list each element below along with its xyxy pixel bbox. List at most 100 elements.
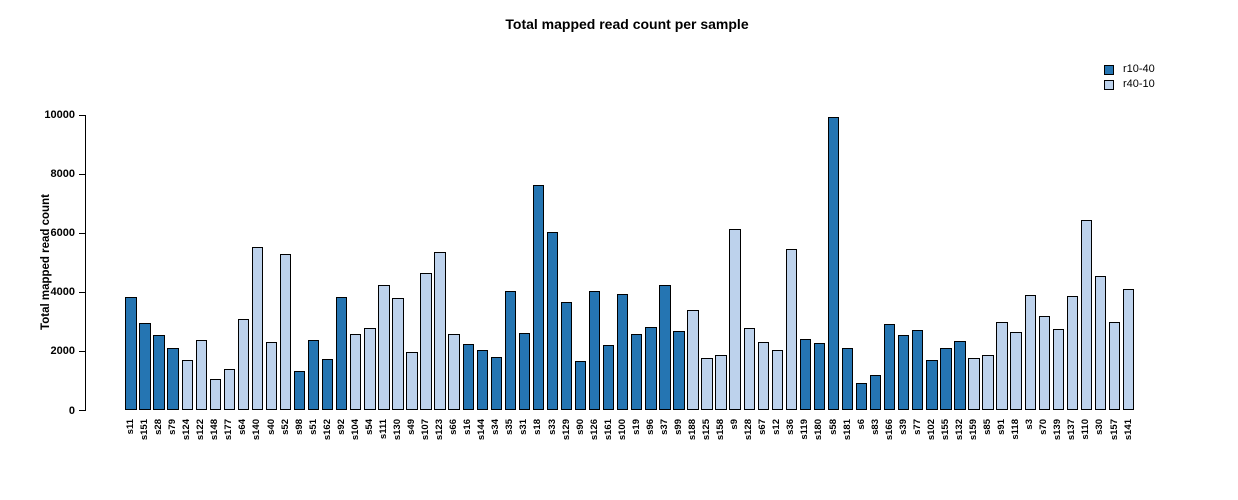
x-label-s148: s148: [209, 418, 221, 440]
x-label-s125: s125: [701, 418, 713, 440]
legend: r10-40 r40-10: [1104, 62, 1155, 92]
bar-s34: [490, 357, 502, 411]
bar-s90: [574, 361, 587, 411]
legend-item-r10-40: r10-40: [1104, 62, 1155, 77]
y-tick: [79, 232, 85, 234]
bar-s177: [223, 369, 236, 411]
bar-s85: [982, 355, 994, 411]
x-label-s104: s104: [349, 418, 361, 440]
bar-s36: [785, 248, 798, 411]
bar-s162: [322, 358, 334, 411]
bar-s137: [1066, 296, 1079, 411]
bar-s140: [251, 247, 264, 411]
bar-s79: [167, 348, 179, 411]
x-label-s79: s79: [167, 418, 179, 435]
bar-s148: [209, 379, 221, 411]
x-label-s36: s36: [785, 418, 797, 435]
x-label-s98: s98: [293, 418, 305, 435]
chart-title: Total mapped read count per sample: [505, 16, 749, 32]
x-label-s30: s30: [1094, 418, 1106, 435]
x-label-s77: s77: [911, 418, 923, 435]
x-label-s159: s159: [968, 418, 979, 440]
bar-s77: [912, 329, 924, 411]
x-label-s100: s100: [616, 418, 628, 440]
y-tick-label: 0: [68, 404, 75, 417]
x-label-s16: s16: [462, 418, 474, 435]
y-tick-label: 2000: [50, 345, 75, 358]
x-label-s51: s51: [307, 418, 319, 435]
x-label-s67: s67: [757, 418, 769, 435]
bar-s102: [926, 359, 938, 411]
bar-s130: [392, 298, 404, 411]
y-tick-label: 6000: [50, 227, 75, 240]
bar-s39: [898, 334, 910, 411]
x-label-s49: s49: [406, 418, 417, 435]
bar-s51: [307, 339, 320, 411]
x-label-s52: s52: [279, 418, 291, 435]
y-tick: [79, 410, 85, 411]
bar-s119: [799, 338, 812, 411]
bar-s70: [1038, 315, 1050, 411]
x-label-s129: s129: [560, 418, 572, 440]
bar-s126: [588, 290, 601, 411]
bar-s49: [406, 351, 418, 411]
y-tick: [79, 291, 85, 293]
x-label-s126: s126: [588, 418, 600, 440]
bar-s141: [1122, 289, 1135, 411]
x-label-s119: s119: [799, 418, 811, 440]
bar-s144: [476, 349, 488, 411]
bar-s107: [420, 273, 432, 411]
bar-s128: [743, 327, 755, 411]
x-label-s158: s158: [715, 418, 727, 440]
x-label-s102: s102: [925, 418, 937, 440]
bar-s139: [1052, 329, 1064, 411]
bar-s158: [715, 355, 727, 411]
x-label-s18: s18: [532, 418, 544, 435]
bar-s99: [673, 331, 685, 411]
bar-s157: [1108, 321, 1121, 411]
legend-label-r40-10: r40-10: [1123, 78, 1155, 90]
bar-s9: [729, 228, 741, 411]
y-tick-label: 4000: [50, 286, 75, 299]
legend-item-r40-10: r40-10: [1104, 77, 1155, 92]
legend-swatch-r10-40: [1104, 64, 1114, 75]
x-label-s132: s132: [953, 418, 965, 440]
bar-s181: [841, 348, 854, 411]
bar-s6: [855, 383, 868, 411]
bar-s155: [940, 348, 952, 411]
x-label-s166: s166: [883, 418, 895, 440]
x-label-s70: s70: [1038, 418, 1050, 435]
x-label-s90: s90: [574, 418, 586, 435]
bar-s30: [1094, 276, 1107, 411]
x-label-s34: s34: [490, 418, 502, 435]
bar-s35: [504, 290, 517, 411]
x-label-s33: s33: [546, 418, 558, 435]
bar-s151: [139, 323, 151, 411]
x-label-s155: s155: [939, 418, 951, 440]
x-label-s83: s83: [869, 418, 881, 435]
x-label-s6: s6: [855, 418, 867, 430]
bar-s124: [181, 360, 193, 411]
bar-s122: [195, 339, 207, 411]
x-label-s31: s31: [518, 418, 530, 435]
bar-s125: [701, 357, 713, 411]
x-label-s64: s64: [237, 418, 249, 435]
y-tick: [79, 114, 85, 116]
x-label-s39: s39: [897, 418, 909, 435]
y-tick-label: 10000: [44, 109, 75, 121]
x-label-s128: s128: [743, 418, 755, 440]
bar-s83: [869, 374, 882, 411]
bar-s129: [560, 301, 573, 411]
legend-label-r10-40: r10-40: [1123, 63, 1155, 75]
x-label-s157: s157: [1108, 418, 1120, 440]
x-label-s140: s140: [251, 418, 263, 440]
x-label-s161: s161: [602, 418, 614, 440]
x-label-s58: s58: [827, 418, 839, 435]
x-label-s188: s188: [687, 418, 698, 440]
x-label-s107: s107: [420, 418, 432, 440]
bar-s40: [265, 342, 278, 411]
bar-s11: [125, 296, 137, 411]
bar-s33: [546, 232, 559, 411]
x-label-s137: s137: [1066, 418, 1078, 440]
